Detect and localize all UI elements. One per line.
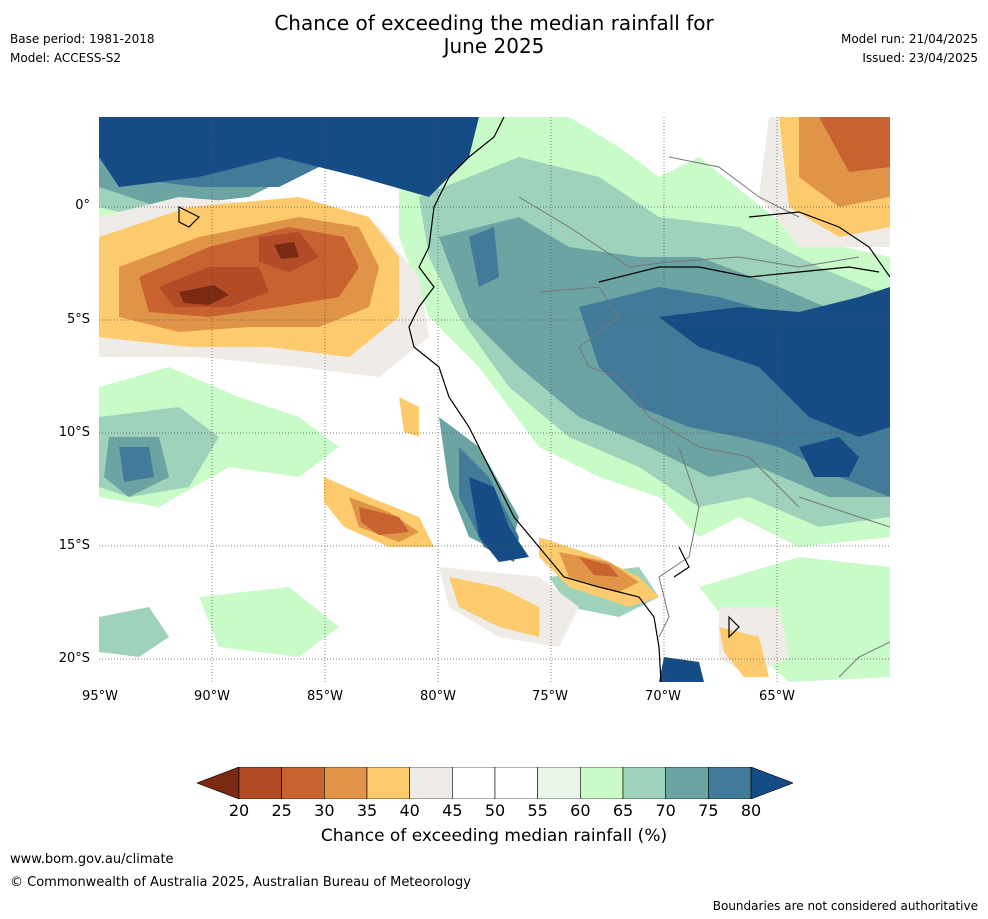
colorbar-cell — [665, 767, 709, 799]
colorbar-label: Chance of exceeding median rainfall (%) — [320, 826, 668, 846]
colorbar-arrow-high — [750, 767, 793, 799]
footer-url: www.bom.gov.au/climate — [10, 852, 174, 867]
model-run: Model run: 21/04/2025 — [840, 32, 978, 46]
footer-disclaimer: Boundaries are not considered authoritat… — [712, 899, 978, 913]
footer-copyright: © Commonwealth of Australia 2025, Austra… — [10, 875, 471, 890]
lon-label-90w: 90°W — [194, 689, 230, 704]
lon-label-65w: 65°W — [759, 689, 795, 704]
colorbar — [197, 767, 793, 799]
lat-label-0: 0° — [75, 198, 90, 213]
lon-label-95w: 95°W — [82, 689, 118, 704]
probability-above-80-region — [99, 117, 890, 682]
colorbar-tick-label: 45 — [442, 801, 463, 820]
colorbar-cell — [366, 767, 410, 799]
title-line-2: June 2025 — [443, 34, 545, 58]
colorbar-cell — [452, 767, 496, 799]
lon-label-70w: 70°W — [645, 689, 681, 704]
country-borders — [518, 156, 890, 678]
lat-label-5s: 5°S — [66, 312, 90, 327]
issued-date: Issued: 23/04/2025 — [862, 51, 978, 65]
colorbar-tick-label: 25 — [271, 801, 292, 820]
colorbar-cell — [324, 767, 368, 799]
lat-label-15s: 15°S — [58, 538, 90, 553]
colorbar-cell — [238, 767, 282, 799]
colorbar-tick-label: 20 — [228, 801, 250, 820]
colorbar-tick-label: 70 — [655, 801, 676, 820]
rainfall-map — [99, 117, 890, 682]
map-title: Chance of exceeding the median rainfall … — [0, 12, 988, 58]
meta-right: Model run: 21/04/2025 Issued: 23/04/2025 — [841, 30, 978, 68]
colorbar-cell — [622, 767, 666, 799]
colorbar-cell — [708, 767, 752, 799]
colorbar-tick-label: 80 — [740, 801, 762, 820]
base-period: Base period: 1981-2018 — [10, 32, 155, 46]
coastlines — [178, 117, 890, 682]
lat-label-20s: 20°S — [58, 651, 90, 666]
colorbar-tick-label: 35 — [356, 801, 378, 820]
colorbar-cell — [281, 767, 325, 799]
title-line-1: Chance of exceeding the median rainfall … — [274, 11, 714, 35]
colorbar-tick-label: 50 — [484, 801, 506, 820]
colorbar-tick-label: 55 — [527, 801, 548, 820]
colorbar-cell — [494, 767, 538, 799]
probability-below-20-region — [179, 242, 299, 305]
colorbar-tick-label: 30 — [314, 801, 335, 820]
colorbar-tick-label: 60 — [570, 801, 591, 820]
lon-label-75w: 75°W — [532, 689, 568, 704]
graticule — [99, 117, 890, 682]
colorbar-cell — [409, 767, 453, 799]
colorbar-tick-label: 65 — [612, 801, 634, 820]
lat-label-10s: 10°S — [58, 425, 90, 440]
colorbar-tick-label: 75 — [698, 801, 719, 820]
meta-left: Base period: 1981-2018 Model: ACCESS-S2 — [10, 30, 155, 68]
colorbar-cell — [537, 767, 581, 799]
lon-label-80w: 80°W — [420, 689, 456, 704]
model-name: Model: ACCESS-S2 — [10, 51, 122, 65]
colorbar-cell — [580, 767, 624, 799]
colorbar-arrow-low — [197, 767, 240, 799]
colorbar-tick-label: 40 — [399, 801, 420, 820]
lon-label-85w: 85°W — [307, 689, 343, 704]
